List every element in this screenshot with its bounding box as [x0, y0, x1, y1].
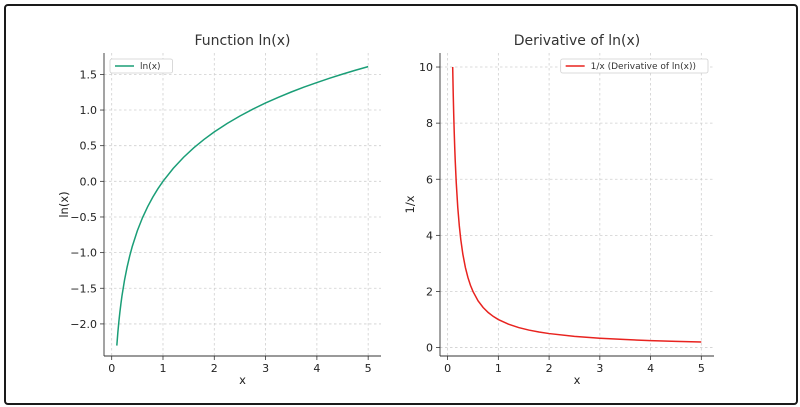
x-tick-label: 0: [108, 362, 115, 375]
x-tick-label: 0: [444, 362, 451, 375]
y-tick-label: 2: [426, 285, 433, 298]
y-axis-label: ln(x): [57, 191, 71, 217]
x-axis-label: x: [239, 373, 246, 387]
legend-box: [109, 58, 173, 74]
y-tick-label: 0: [426, 342, 433, 355]
x-tick-label: 4: [647, 362, 654, 375]
y-tick-label: 10: [419, 61, 433, 74]
y-tick-label: 1.5: [80, 68, 98, 81]
legend-label: 1/x (Derivative of ln(x)): [591, 62, 696, 72]
y-tick-label: −1.5: [70, 282, 97, 295]
legend-label: ln(x): [140, 62, 161, 72]
x-tick-label: 3: [262, 362, 269, 375]
y-tick-label: 8: [426, 117, 433, 130]
y-tick-label: −1.0: [70, 247, 97, 260]
x-tick-label: 4: [313, 362, 320, 375]
chart-title: Function ln(x): [195, 33, 291, 49]
legend: 1/x (Derivative of ln(x)): [560, 58, 709, 74]
x-tick-label: 3: [596, 362, 603, 375]
x-tick-label: 1: [159, 362, 166, 375]
legend: ln(x): [109, 58, 173, 74]
y-tick-label: 1.0: [80, 104, 98, 117]
x-tick-label: 5: [698, 362, 705, 375]
x-tick-label: 5: [365, 362, 372, 375]
legend-box: [560, 58, 709, 74]
series-line-0: [451, 67, 702, 343]
x-axis-label: x: [574, 373, 581, 387]
x-tick-label: 2: [546, 362, 553, 375]
x-tick-label: 2: [211, 362, 218, 375]
y-tick-label: 0.5: [80, 140, 98, 153]
y-tick-label: −2.0: [70, 318, 97, 331]
x-tick-label: 1: [495, 362, 502, 375]
y-tick-label: 6: [426, 173, 433, 186]
y-tick-label: 4: [426, 229, 433, 242]
chart-panel-right: 0 1 2 3 4 5 0 2 4 6 8 10 Derivative of ln(x) x 1/x 1/x …: [403, 33, 714, 387]
y-axis-label: 1/x: [403, 195, 417, 213]
y-tick-label: −0.5: [70, 211, 97, 224]
chart-panel-left: 0 1 2 3 4 5 −2.0 −1.5 −1.0 −0.5 0.0 0.5 1.0 1.5 Functi…: [57, 33, 381, 387]
chart-title: Derivative of ln(x): [514, 33, 641, 49]
y-tick-label: 0.0: [80, 175, 98, 188]
series-line-0: [116, 65, 369, 346]
